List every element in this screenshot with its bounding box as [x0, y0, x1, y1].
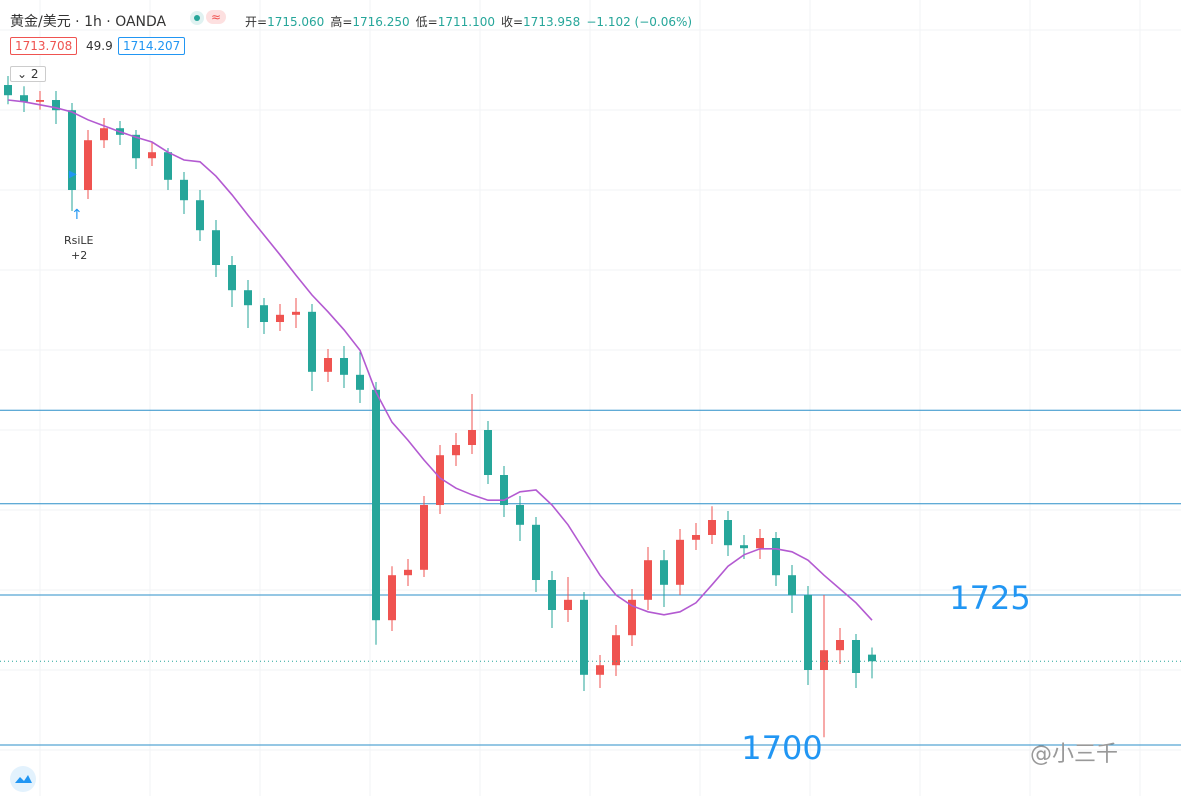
- candle-body: [4, 85, 12, 96]
- candle-body: [564, 599, 572, 611]
- candle-body: [180, 179, 188, 201]
- candle-body: [500, 475, 508, 506]
- change: −1.102 (−0.06%): [586, 15, 693, 29]
- candle-body: [340, 358, 348, 375]
- candle-body: [852, 640, 860, 674]
- candle-body: [820, 650, 828, 671]
- moving-average: [7, 99, 873, 621]
- status-dot: [190, 11, 204, 25]
- candle-body: [708, 520, 716, 536]
- candle-body: [68, 110, 76, 191]
- candle-body: [516, 505, 524, 525]
- candle-body: [132, 134, 140, 159]
- candle-body: [788, 575, 796, 596]
- candle-body: [228, 265, 236, 291]
- candle-body: [276, 314, 284, 323]
- candle-body: [324, 358, 332, 372]
- candle-body: [372, 389, 380, 621]
- candle-body: [20, 95, 28, 102]
- symbol: 黄金/美元 · 1h · OANDA: [10, 14, 167, 30]
- signal-name: RsiLE: [64, 234, 94, 247]
- candle-body: [468, 430, 476, 446]
- candle-body: [532, 524, 540, 581]
- candle-body: [484, 430, 492, 476]
- signal-arrow: ↑: [71, 207, 83, 223]
- candle-body: [548, 580, 556, 611]
- bid: 1713.708: [10, 37, 78, 55]
- ask: 1714.207: [118, 37, 186, 55]
- candle-body: [164, 152, 172, 180]
- logo: [10, 766, 36, 792]
- candle-body: [260, 305, 268, 323]
- candle-body: [612, 635, 620, 666]
- candle-body: [676, 539, 684, 585]
- candle-body: [84, 140, 92, 191]
- candle-body: [740, 545, 748, 549]
- ohlc-value: 1716.250: [352, 15, 410, 29]
- candle-body: [356, 374, 364, 390]
- candle-body: [420, 505, 428, 570]
- candle-body: [36, 100, 44, 102]
- candle-body: [756, 538, 764, 549]
- ohlc-label: 低=: [415, 15, 438, 29]
- ohlc-label: 开=: [245, 15, 268, 29]
- candle-body: [308, 311, 316, 372]
- candle-body: [644, 560, 652, 600]
- candle-body: [804, 595, 812, 671]
- spread: 49.9: [86, 39, 113, 53]
- candle-body: [100, 128, 108, 141]
- candle-body: [868, 654, 876, 662]
- candle-body: [388, 575, 396, 621]
- logo-icon: [15, 775, 32, 783]
- ohlc-value: 1715.060: [267, 15, 325, 29]
- candle-body: [452, 445, 460, 456]
- candle-body: [292, 311, 300, 315]
- candle-body: [596, 665, 604, 675]
- signal-qty: +2: [71, 249, 88, 262]
- candle-body: [212, 230, 220, 266]
- candle-body: [660, 560, 668, 585]
- ohlc: 开=1715.060 高=1716.250 低=1711.100 收=1713.958…: [245, 13, 692, 30]
- candle-body: [628, 599, 636, 636]
- candle-body: [692, 535, 700, 540]
- ohlc-value: 1713.958: [523, 15, 581, 29]
- signal-triangle: ▶: [69, 169, 77, 180]
- candle-body: [836, 640, 844, 651]
- candle-body: [724, 520, 732, 546]
- candle-body: [196, 200, 204, 231]
- indicator-toggle[interactable]: ⌄ 2: [10, 66, 46, 82]
- candle-body: [580, 599, 588, 675]
- level-label: 1725: [949, 579, 1030, 617]
- ohlc-value: 1711.100: [437, 15, 495, 29]
- candle-body: [404, 569, 412, 576]
- candle-body: [244, 290, 252, 306]
- watermark: @小三千: [1030, 742, 1119, 767]
- indicator-count: 2: [30, 67, 39, 81]
- badge: ≈: [206, 10, 227, 24]
- ohlc-label: 高=: [330, 15, 353, 29]
- candle-body: [772, 538, 780, 576]
- level-label: 1700: [741, 729, 822, 767]
- candle-body: [52, 100, 60, 111]
- candle-body: [148, 152, 156, 159]
- candle-body: [436, 455, 444, 506]
- ohlc-label: 收=: [500, 15, 524, 29]
